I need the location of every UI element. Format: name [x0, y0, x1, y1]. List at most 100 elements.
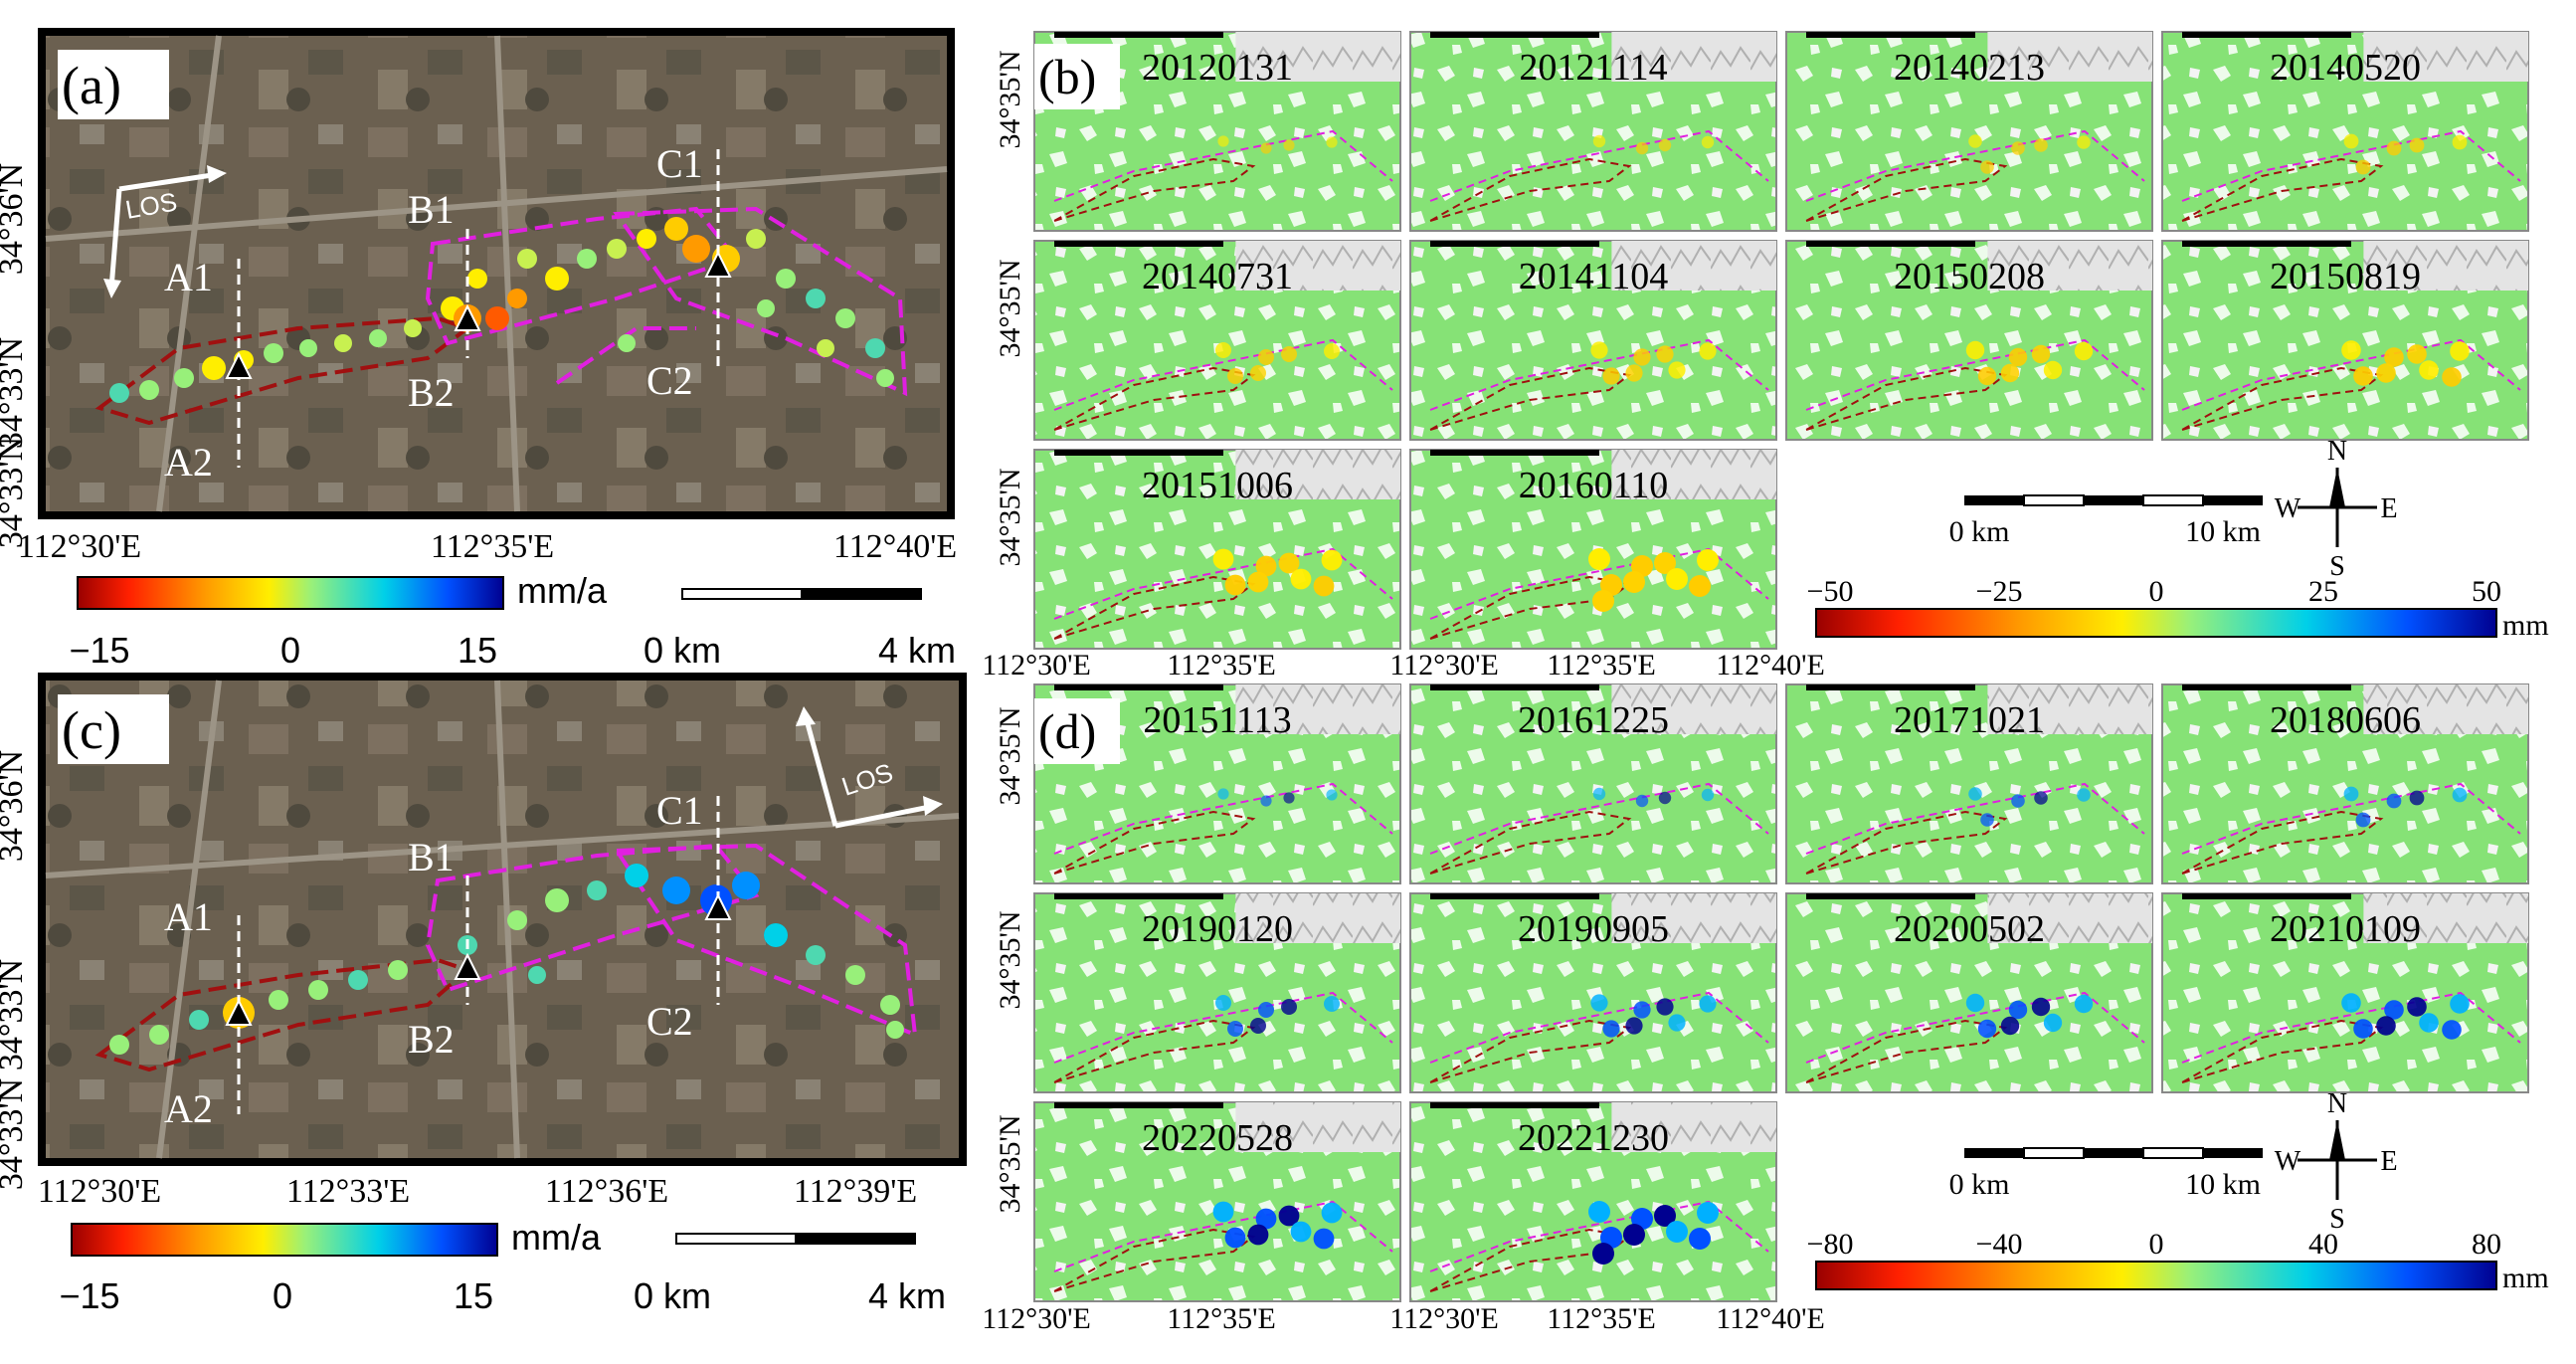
tile-date-label: 20140520: [2270, 47, 2421, 89]
panel-d-colorbar-unit: mm: [2502, 1262, 2549, 1294]
tile-deformation-blob: [1977, 366, 1997, 386]
tile-date-label: 20121114: [1519, 47, 1667, 89]
tile-date-label: 20140731: [1142, 256, 1293, 297]
tile-deformation-blob: [1697, 549, 1719, 571]
panel-d-lon-4: 112°35'E: [1547, 1302, 1656, 1335]
tile-deformation-blob: [1633, 1001, 1651, 1019]
panel-b-lon-3: 112°30'E: [1389, 649, 1499, 682]
tile-deformation-blob: [2384, 1000, 2404, 1020]
panel-c-lon-2: 112°33'E: [286, 1173, 410, 1210]
panel-d: 20151113 20161225 20171021 20180606 20190120…: [982, 683, 2549, 1335]
panel-d-compass-w: W: [2275, 1146, 2301, 1177]
panel-d-scalebar-3: [2084, 1148, 2143, 1158]
panel-c-colorbar-tick-3: 15: [454, 1275, 493, 1316]
panel-b-colorbar-tick-2: −25: [1976, 575, 2023, 608]
tile-deformation-blob: [1212, 1201, 1234, 1223]
panel-a-lat-2: 34°33'N: [0, 337, 30, 449]
tile-zone-outline: [1053, 991, 1393, 1064]
tile-deformation-blob: [1968, 134, 1982, 148]
tile-d-20190905: 20190905: [1409, 892, 1777, 1093]
tile-deformation-blob: [1699, 995, 1717, 1013]
profile-label-c2-c: C2: [646, 999, 693, 1044]
panel-a-satellite: [46, 36, 947, 511]
panel-a-scale-end: 4 km: [878, 630, 956, 671]
tile-deformation-blob: [2386, 140, 2402, 156]
panel-c-lat-1: 34°36'N: [0, 750, 30, 862]
panel-d-compass: N S W E: [2275, 1088, 2398, 1235]
tile-zone-outline: [1053, 1200, 1393, 1272]
tile-deformation-blob: [1224, 574, 1246, 596]
zone-c-outline: [613, 206, 908, 397]
tile-date-label: 20160110: [1519, 465, 1669, 506]
profile-label-c1: C1: [656, 141, 703, 186]
panel-c-los-arrow: LOS: [796, 706, 943, 829]
tile-deformation-blob: [1697, 1202, 1719, 1224]
tile-hillshade: [2363, 241, 2528, 291]
tile-deformation-blob: [1313, 1228, 1335, 1250]
panel-a-colorbar-tick-1: −15: [69, 630, 129, 671]
tile-frame-bar: [2182, 241, 2351, 247]
panel-d-colorbar-tick-1: −80: [1807, 1228, 1854, 1261]
tile-deformation-blob: [1965, 340, 1985, 360]
profile-label-b1: B1: [408, 187, 455, 232]
panel-a-scalebar-black: [801, 588, 922, 600]
tile-hillshade: [1611, 32, 1776, 82]
tile-deformation-blob: [1260, 142, 1272, 154]
tile-deformation-blob: [2343, 133, 2359, 149]
panel-c-lon-1: 112°30'E: [38, 1173, 161, 1210]
panel-a-colorbar: [77, 576, 504, 610]
tile-deformation-blob: [2034, 138, 2048, 152]
tile-deformation-blob: [2450, 341, 2470, 361]
tile-frame-bar: [1430, 893, 1599, 899]
panel-c-scalebar-black: [795, 1233, 916, 1245]
tile-zone-outline: [1053, 338, 1393, 411]
tile-frame-bar: [1054, 684, 1223, 690]
panel-d-lon-1: 112°30'E: [982, 1302, 1091, 1335]
panel-b-colorbar-unit: mm: [2502, 609, 2549, 642]
panel-d-colorbar-tick-5: 80: [2472, 1228, 2501, 1261]
tile-frame-bar: [1054, 450, 1223, 456]
panel-a-label-bg: [58, 50, 169, 119]
panel-d-lat-1: 34°35'N: [994, 706, 1026, 805]
gnss-marker-b: [454, 303, 481, 331]
profile-label-a2: A2: [164, 440, 213, 485]
panel-b-colorbar-tick-5: 50: [2472, 575, 2501, 608]
tile-deformation-blob: [2341, 340, 2361, 360]
panel-c-lat-3: 34°33'N: [0, 1078, 30, 1190]
panel-b-lat-1: 34°35'N: [994, 50, 1026, 148]
tile-b-20140213: 20140213: [1785, 31, 2153, 232]
tile-hillshade: [1611, 1102, 1776, 1152]
tile-frame-bar: [1054, 241, 1223, 247]
tile-deformation-blob: [2000, 1016, 2020, 1036]
panel-b-scalebar-2: [2023, 494, 2085, 506]
tile-deformation-blob: [2452, 134, 2468, 150]
tile-deformation-blob: [1623, 571, 1645, 593]
tile-hillshade: [1235, 32, 1400, 82]
tile-date-label: 20120131: [1142, 47, 1293, 89]
panel-a-lon-1: 112°30'E: [18, 528, 141, 565]
tile-date-label: 20151113: [1143, 699, 1291, 741]
tile-date-label: 20150819: [2270, 256, 2421, 297]
panel-b-scalebar-3: [2084, 495, 2143, 505]
tile-deformation-blob: [1602, 367, 1620, 385]
tile-zone-outline-red: [1429, 157, 1632, 222]
tile-deformation-blob: [1654, 552, 1676, 574]
tile-deformation-blob: [1258, 1002, 1274, 1018]
panel-d-compass-s: S: [2329, 1204, 2345, 1235]
profile-label-c2: C2: [646, 358, 693, 403]
tile-zone-outline: [1053, 782, 1393, 855]
tile-deformation-blob: [1965, 993, 1985, 1013]
tile-deformation-blob: [2450, 994, 2470, 1014]
tile-deformation-blob: [2011, 794, 2025, 808]
tile-deformation-blob: [1980, 160, 1994, 174]
tile-frame-bar: [1806, 241, 1975, 247]
tile-zone-outline: [1429, 129, 1769, 202]
panel-d-scalebar-4: [2142, 1147, 2204, 1159]
tile-deformation-blob: [2031, 997, 2051, 1017]
tile-deformation-blob: [1623, 1224, 1645, 1246]
tile-zone-outline: [2181, 991, 2521, 1064]
panel-d-lon-2: 112°35'E: [1167, 1302, 1276, 1335]
gnss-marker-c: [704, 250, 732, 278]
panel-d-scale-end: 10 km: [2185, 1168, 2261, 1201]
